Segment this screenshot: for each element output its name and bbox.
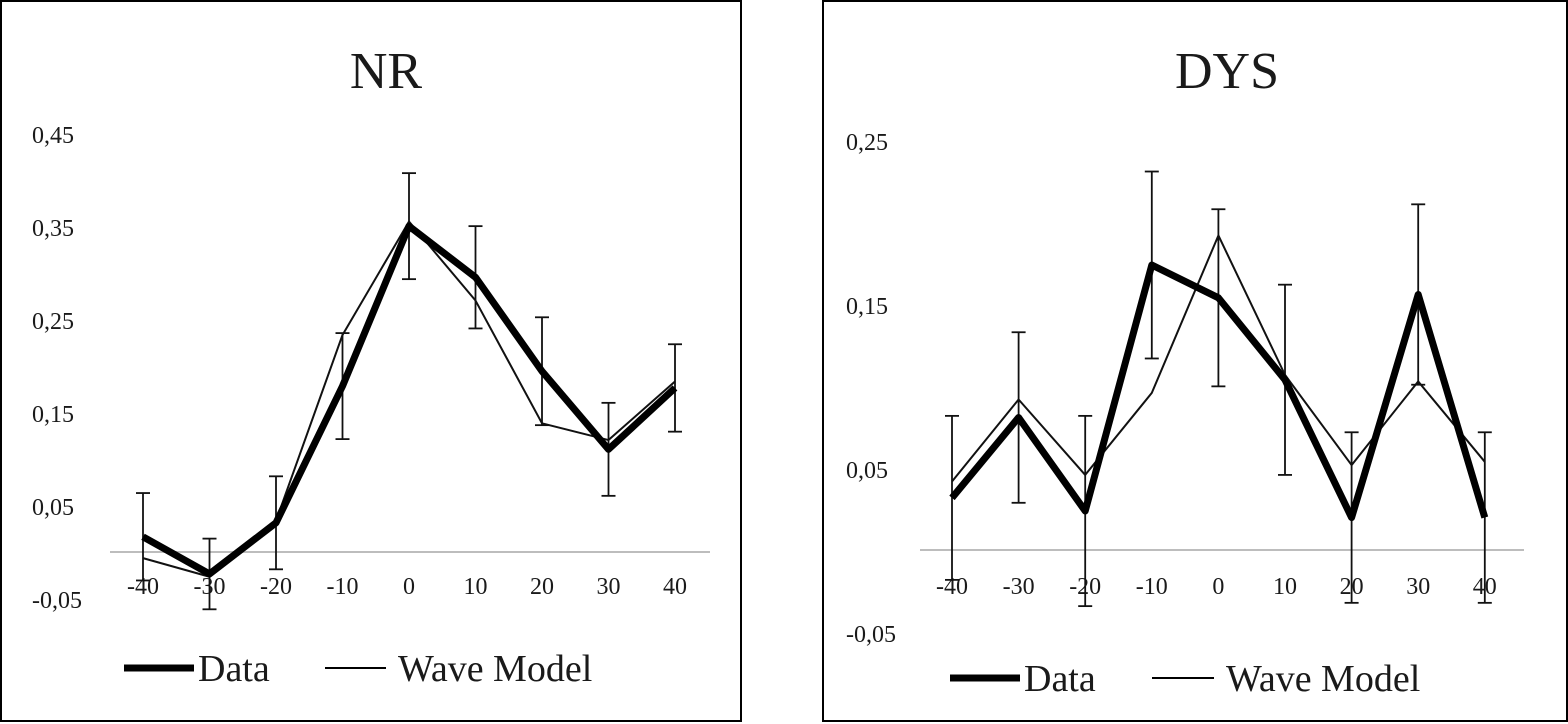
legend-item-wave-model: Wave Model	[325, 648, 592, 690]
y-tick-label: 0,25	[846, 130, 888, 156]
x-tick-label: -20	[260, 574, 292, 600]
y-tick-label: 0,15	[846, 294, 888, 320]
legend-label: Data	[198, 648, 270, 690]
x-tick-label: -30	[1003, 574, 1035, 600]
legend-label: Wave Model	[398, 648, 592, 690]
x-tick-label: 40	[663, 574, 687, 600]
y-tick-label: 0,05	[32, 495, 74, 521]
legend-item-data: Data	[124, 648, 270, 690]
x-tick-label: -10	[327, 574, 359, 600]
legend-label: Data	[1024, 658, 1096, 700]
series-line-wave-model	[951, 234, 1486, 483]
y-tick-label: 0,05	[846, 458, 888, 484]
series-line-data	[949, 261, 1489, 522]
x-tick-label: 10	[1273, 574, 1297, 600]
chart-panel-dys: DYS 0,25 0,15 0,05 -0,05 -40 -30 -20 -10 0 10 20 30 4…	[822, 0, 1568, 722]
x-tick-label: 30	[1406, 574, 1430, 600]
x-tick-label: 20	[530, 574, 554, 600]
chart-nr: NR0,450,350,250,150,05-0,05-40 -30 -20 -10 0…	[32, 43, 710, 690]
legend-label: Wave Model	[1226, 658, 1420, 700]
y-tick-label: -0,05	[846, 622, 896, 648]
x-tick-label: 30	[597, 574, 621, 600]
x-tick-label: -10	[1136, 574, 1168, 600]
chart-title: NR	[350, 43, 423, 100]
x-tick-label: 0	[1212, 574, 1224, 600]
legend-item-wave-model: Wave Model	[1152, 658, 1420, 700]
y-tick-label: 0,35	[32, 216, 74, 242]
chart-panel-nr: NR 0,45 0,35 0,25 0,15 0,05 -0,05 -40 -30 -20 -10 0…	[0, 0, 742, 722]
y-tick-label: -0,05	[32, 588, 82, 614]
y-tick-label: 0,25	[32, 309, 74, 335]
x-tick-label: 0	[403, 574, 415, 600]
series-line-data	[141, 222, 678, 578]
y-tick-label: 0,45	[32, 123, 74, 149]
y-tick-label: 0,15	[32, 402, 74, 428]
chart-title: DYS	[1175, 43, 1279, 100]
legend-item-data: Data	[950, 658, 1096, 700]
x-tick-label: 10	[464, 574, 488, 600]
